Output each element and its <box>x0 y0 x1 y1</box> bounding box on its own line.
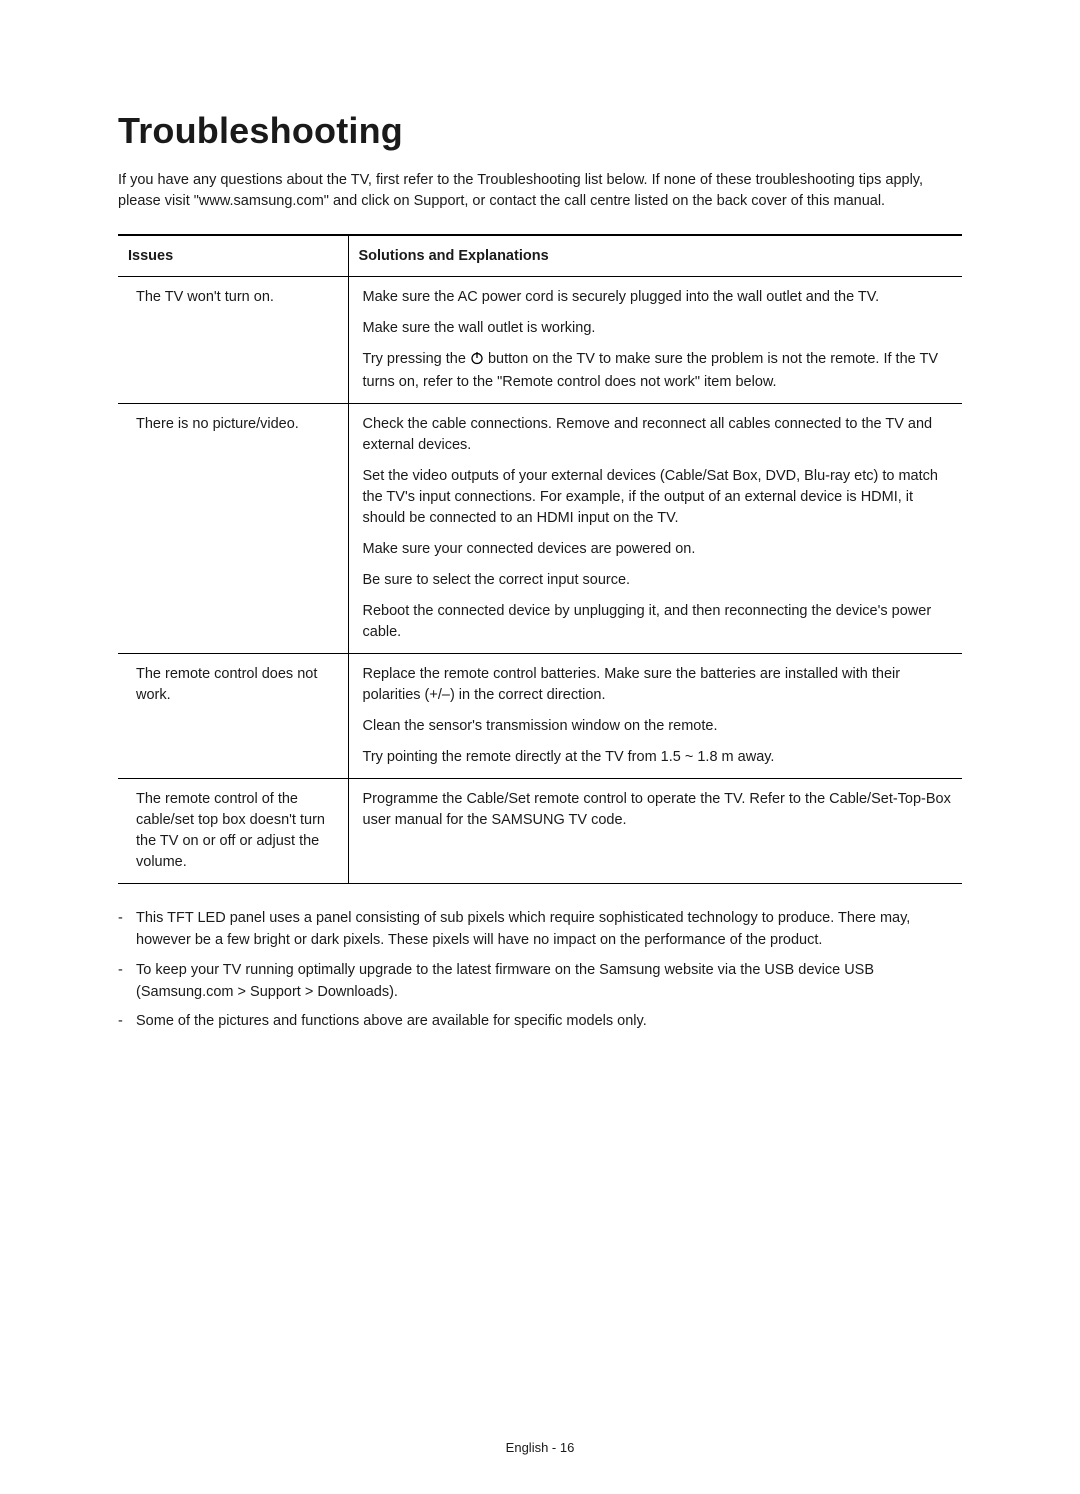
intro-paragraph: If you have any questions about the TV, … <box>118 170 962 212</box>
table-row: There is no picture/video. Check the cabl… <box>118 404 962 654</box>
solution-item: Check the cable connections. Remove and … <box>363 414 957 456</box>
solution-item: Make sure your connected devices are pow… <box>363 539 957 560</box>
solution-item: Try pointing the remote directly at the … <box>363 747 957 768</box>
issue-cell: There is no picture/video. <box>118 404 348 654</box>
solution-item: Set the video outputs of your external d… <box>363 466 957 529</box>
page-footer: English - 16 <box>0 1440 1080 1455</box>
page-title: Troubleshooting <box>118 110 962 152</box>
note-text: This TFT LED panel uses a panel consisti… <box>136 908 962 952</box>
note-dash: - <box>118 908 136 952</box>
note-dash: - <box>118 960 136 1004</box>
troubleshooting-table: Issues Solutions and Explanations The TV… <box>118 234 962 884</box>
solution-cell: Make sure the AC power cord is securely … <box>348 277 962 404</box>
table-row: The remote control does not work. Replace… <box>118 654 962 779</box>
solution-item: Be sure to select the correct input sour… <box>363 570 957 591</box>
solution-cell: Programme the Cable/Set remote control t… <box>348 779 962 884</box>
power-icon <box>470 351 484 372</box>
solution-item: Clean the sensor's transmission window o… <box>363 716 957 737</box>
note-item: -To keep your TV running optimally upgra… <box>118 960 962 1004</box>
note-item: -Some of the pictures and functions abov… <box>118 1011 962 1033</box>
solution-item: Try pressing the button on the TV to mak… <box>363 349 957 393</box>
note-text: Some of the pictures and functions above… <box>136 1011 962 1033</box>
notes-list: -This TFT LED panel uses a panel consist… <box>118 908 962 1033</box>
solution-item: Reboot the connected device by unpluggin… <box>363 601 957 643</box>
issue-cell: The TV won't turn on. <box>118 277 348 404</box>
solution-item: Make sure the wall outlet is working. <box>363 318 957 339</box>
issue-cell: The remote control of the cable/set top … <box>118 779 348 884</box>
table-header-solutions: Solutions and Explanations <box>348 235 962 277</box>
note-item: -This TFT LED panel uses a panel consist… <box>118 908 962 952</box>
note-dash: - <box>118 1011 136 1033</box>
solution-item: Programme the Cable/Set remote control t… <box>363 789 957 831</box>
solution-item: Make sure the AC power cord is securely … <box>363 287 957 308</box>
issue-cell: The remote control does not work. <box>118 654 348 779</box>
solution-text-pre: Try pressing the <box>363 351 470 367</box>
table-header-issues: Issues <box>118 235 348 277</box>
solution-cell: Check the cable connections. Remove and … <box>348 404 962 654</box>
table-row: The TV won't turn on. Make sure the AC po… <box>118 277 962 404</box>
table-row: The remote control of the cable/set top … <box>118 779 962 884</box>
note-text: To keep your TV running optimally upgrad… <box>136 960 962 1004</box>
solution-cell: Replace the remote control batteries. Ma… <box>348 654 962 779</box>
solution-item: Replace the remote control batteries. Ma… <box>363 664 957 706</box>
